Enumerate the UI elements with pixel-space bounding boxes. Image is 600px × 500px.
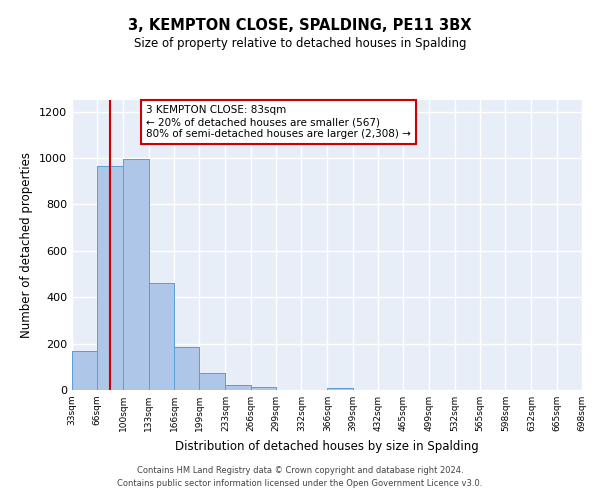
Bar xyxy=(72,350,97,390)
Text: Contains HM Land Registry data © Crown copyright and database right 2024.
Contai: Contains HM Land Registry data © Crown c… xyxy=(118,466,482,487)
Bar xyxy=(328,388,353,390)
Bar xyxy=(199,372,226,390)
Text: Size of property relative to detached houses in Spalding: Size of property relative to detached ho… xyxy=(134,38,466,51)
Bar xyxy=(124,158,149,390)
Text: 3 KEMPTON CLOSE: 83sqm
← 20% of detached houses are smaller (567)
80% of semi-de: 3 KEMPTON CLOSE: 83sqm ← 20% of detached… xyxy=(146,106,411,138)
Y-axis label: Number of detached properties: Number of detached properties xyxy=(20,152,34,338)
Bar xyxy=(251,386,276,390)
Bar xyxy=(226,385,251,390)
Bar xyxy=(97,166,124,390)
Bar xyxy=(174,347,199,390)
Bar xyxy=(328,388,353,390)
Bar xyxy=(149,282,174,390)
Bar xyxy=(199,372,226,390)
X-axis label: Distribution of detached houses by size in Spalding: Distribution of detached houses by size … xyxy=(175,440,479,452)
Bar xyxy=(124,158,149,390)
Text: 3, KEMPTON CLOSE, SPALDING, PE11 3BX: 3, KEMPTON CLOSE, SPALDING, PE11 3BX xyxy=(128,18,472,32)
Bar xyxy=(251,386,276,390)
Bar xyxy=(174,347,199,390)
Bar xyxy=(149,282,174,390)
Bar xyxy=(97,166,124,390)
Bar xyxy=(226,385,251,390)
Bar xyxy=(72,350,97,390)
